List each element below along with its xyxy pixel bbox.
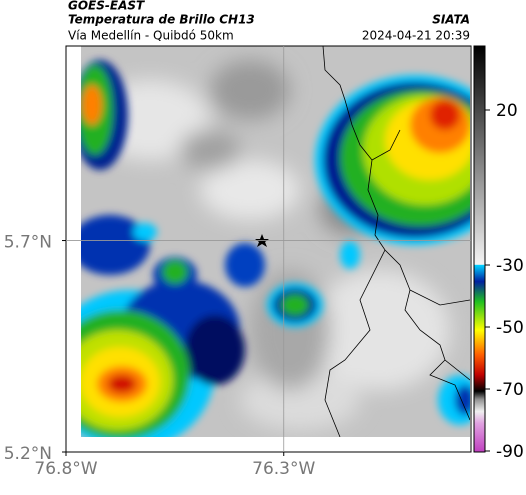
colorbar-tick-label: -70 [496, 380, 524, 400]
colorbar-tick-label: -30 [496, 256, 524, 276]
y-tick-label: 5.2°N [4, 444, 52, 464]
title: Temperatura de Brillo CH13 [68, 13, 255, 27]
x-tick-label: 76.8°W [34, 459, 97, 479]
map-frame [65, 45, 472, 453]
source: GOES-EAST [68, 0, 145, 13]
colorbar-tick-label: -90 [496, 442, 524, 462]
satellite-image [81, 46, 470, 437]
y-tick-label: 5.7°N [4, 233, 52, 253]
colorbar-tick-label: -50 [496, 318, 524, 338]
colorbar-tick-label: 20 [496, 101, 518, 121]
colorbar [473, 45, 486, 453]
subtitle: Vía Medellín - Quibdó 50km [68, 29, 234, 43]
x-tick-label: 76.3°W [252, 459, 315, 479]
timestamp: 2024-04-21 20:39 [362, 29, 470, 43]
organization: SIATA [432, 13, 470, 27]
